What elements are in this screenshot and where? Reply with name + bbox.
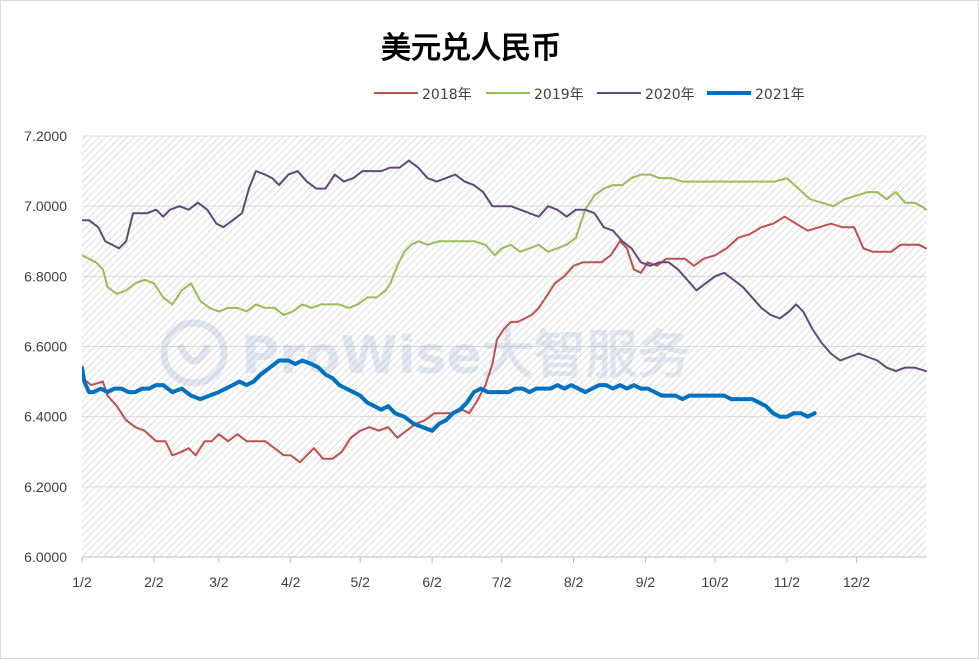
y-tick-label: 7.0000 (24, 198, 67, 214)
legend-label: 2021年 (755, 87, 805, 103)
x-tick-label: 8/2 (564, 574, 584, 590)
y-tick-label: 6.2000 (24, 479, 67, 495)
y-tick-label: 6.0000 (24, 549, 67, 565)
y-axis: 6.0000 6.2000 6.4000 6.6000 6.8000 7.0000 7.20… (24, 128, 67, 565)
series-layer (82, 159, 927, 464)
x-axis: 1/2 2/2 3/2 4/2 5/2 6/2 7/2 8/2 9/2 10/2 11/2 12/2 (72, 556, 926, 590)
legend-label: 2018年 (422, 87, 472, 103)
x-tick-label: 10/2 (701, 574, 728, 590)
watermark-text: ProWise大智服务 (241, 326, 690, 386)
x-tick-label: 3/2 (209, 574, 229, 590)
y-tick-label: 6.4000 (24, 409, 67, 425)
x-tick-label: 5/2 (351, 574, 371, 590)
watermark: ProWise大智服务 (160, 319, 690, 387)
legend-label: 2020年 (645, 87, 695, 103)
series-line-2018年 (82, 215, 927, 464)
series-line-2019年 (82, 173, 927, 316)
x-tick-label: 7/2 (492, 574, 512, 590)
x-tick-label: 12/2 (843, 574, 870, 590)
watermark-logo-icon (160, 319, 228, 387)
legend-label: 2019年 (534, 87, 584, 103)
chart-title: 美元兑人民币 (381, 31, 561, 66)
y-tick-label: 6.6000 (24, 339, 67, 355)
x-tick-label: 4/2 (281, 574, 301, 590)
x-tick-label: 1/2 (72, 574, 92, 590)
legend: 2018年 2019年 2020年 2021年 (374, 87, 805, 103)
x-tick-label: 6/2 (422, 574, 442, 590)
series-line-2021年 (82, 358, 817, 433)
y-tick-label: 7.2000 (24, 128, 67, 144)
x-tick-label: 11/2 (774, 574, 800, 590)
y-tick-label: 6.8000 (24, 268, 67, 284)
x-tick-label: 2/2 (144, 574, 164, 590)
x-tick-label: 9/2 (636, 574, 656, 590)
series-line-2020年 (82, 159, 927, 373)
